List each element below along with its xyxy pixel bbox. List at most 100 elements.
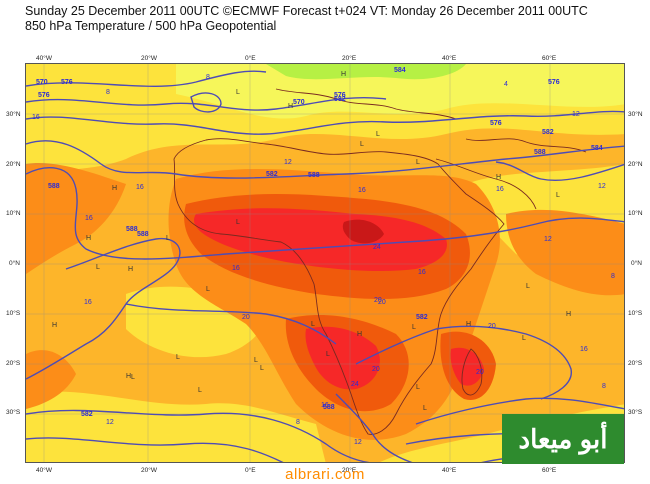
pressure-center-mark: L [526,283,530,290]
lon-label-top: 20°W [141,55,157,62]
pressure-center-mark: L [412,324,416,331]
pressure-center-mark: L [198,387,202,394]
temperature-label: 4 [504,81,508,88]
graticule [26,64,624,462]
temperature-label: 24 [373,244,381,251]
geopotential-label: 570 [293,99,305,106]
pressure-center-mark: L [254,357,258,364]
geopotential-label: 582 [266,171,278,178]
pressure-center-mark: L [236,89,240,96]
temp-band-0-4 [266,64,466,80]
lat-label-left: 30°S [6,409,21,416]
lat-label-right: 0°N [631,260,642,267]
geopotential-label: 576 [61,79,73,86]
pressure-center-mark: H [112,185,117,192]
lon-label-bottom: 0°E [245,467,256,474]
temp-band-24-28 [450,347,484,386]
geopotential-label: 582 [416,314,428,321]
geopotential-label: 588 [534,149,546,156]
temperature-label: 8 [296,419,300,426]
pressure-center-mark: L [236,219,240,226]
geopotential-label: 582 [542,129,554,136]
geopotential-label: 576 [334,92,346,99]
pressure-center-mark: H [357,331,362,338]
lon-label-top: 0°E [245,55,256,62]
temperature-label: 16 [418,269,426,276]
pressure-center-mark: L [326,351,330,358]
lat-label-left: 10°S [6,310,21,317]
pressure-center-mark: L [360,141,364,148]
site-watermark: albrari.com [285,466,365,483]
temperature-label: 16 [32,114,40,121]
pressure-center-mark: H [128,266,133,273]
temperature-label: 16 [358,187,366,194]
pressure-center-mark: H [288,103,293,110]
temp-band-8-12 [26,391,326,462]
temperature-label: 20 [378,299,386,306]
lon-label-top: 40°E [442,55,457,62]
temperature-label: 12 [544,236,552,243]
chart-title: Sunday 25 December 2011 00UTC ©ECMWF For… [25,4,588,18]
lat-label-left: 0°N [9,260,20,267]
pressure-center-mark: L [416,384,420,391]
lat-label-right: 30°N [628,111,643,118]
temperature-label: 12 [572,111,580,118]
temperature-label: 16 [321,402,329,409]
temperature-label: 16 [136,184,144,191]
pressure-center-mark: L [522,335,526,342]
lon-label-bottom: 40°W [36,467,52,474]
temperature-label: 16 [85,215,93,222]
temp-band-16-20 [26,350,76,409]
pressure-center-mark: L [166,235,170,242]
temperature-label: 12 [598,183,606,190]
pressure-center-mark: H [52,322,57,329]
geopotential-label: 588 [308,172,320,179]
lat-label-left: 20°N [6,161,21,168]
geopotential-label: 588 [137,231,149,238]
lon-label-top: 40°W [36,55,52,62]
temperature-label: 12 [106,419,114,426]
temperature-label: 20 [488,323,496,330]
pressure-center-mark: L [416,159,420,166]
lat-label-right: 10°S [628,310,643,317]
temperature-label: 8 [206,74,210,81]
chart-subtitle: 850 hPa Temperature / 500 hPa Geopotenti… [25,19,277,33]
temperature-label: 20 [374,297,382,304]
geopotential-label: 582 [334,96,346,103]
pressure-center-mark: H [496,174,501,181]
lon-label-top: 20°E [342,55,357,62]
temp-band-4-8 [176,64,624,119]
pressure-center-mark: L [96,264,100,271]
temperature-label: 16 [496,186,504,193]
lat-label-left: 30°N [6,111,21,118]
pressure-center-mark: L [423,405,427,412]
temperature-label: 8 [106,89,110,96]
geopotential-label: 584 [394,67,406,74]
pressure-center-mark: L [556,192,560,199]
lon-label-bottom: 20°E [342,467,357,474]
lat-label-right: 20°S [628,360,643,367]
lon-label-bottom: 60°E [542,467,557,474]
pressure-center-mark: H [466,321,471,328]
pressure-center-mark: L [206,286,210,293]
lon-label-top: 60°E [542,55,557,62]
temperature-label: 12 [354,439,362,446]
pressure-center-group: H H L L H H L L H L L H H L L L L L H H … [52,71,591,431]
temperature-label: 16 [232,265,240,272]
temp-band-16-20 [506,209,624,296]
lat-label-right: 10°N [628,210,643,217]
lat-label-left: 10°N [6,210,21,217]
pressure-center-mark: L [311,321,315,328]
pressure-center-mark: L [376,131,380,138]
geopotential-label: 584 [591,145,603,152]
lon-label-bottom: 40°E [442,467,457,474]
temperature-label: 12 [284,159,292,166]
temperature-label: 20 [372,366,380,373]
forecast-map[interactable]: 570 576 570 576 584 582 576 588 588 588 … [25,63,625,463]
temperature-label: 16 [580,346,588,353]
geopotential-label-group: 570 576 570 576 584 582 576 588 588 588 … [36,67,603,418]
geopotential-label: 576 [548,79,560,86]
temperature-map-svg: 570 576 570 576 584 582 576 588 588 588 … [26,64,624,462]
lat-label-right: 30°S [628,409,643,416]
pressure-center-mark: H [126,373,131,380]
